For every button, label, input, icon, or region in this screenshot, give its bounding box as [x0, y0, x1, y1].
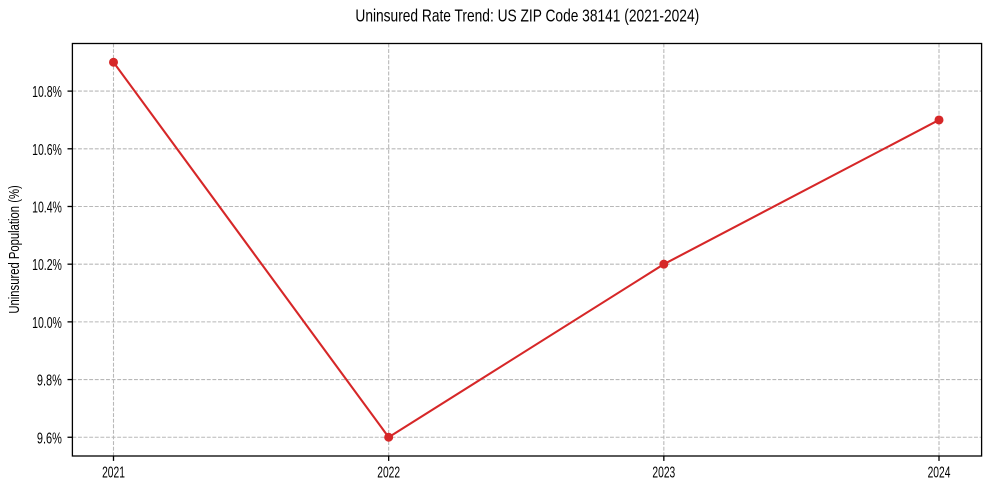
svg-text:9.6%: 9.6% — [37, 430, 62, 447]
svg-text:2024: 2024 — [928, 464, 951, 481]
svg-text:10.2%: 10.2% — [32, 257, 62, 274]
svg-text:Uninsured Rate Trend: US ZIP C: Uninsured Rate Trend: US ZIP Code 38141 … — [355, 6, 699, 26]
svg-text:2022: 2022 — [377, 464, 400, 481]
svg-text:10.4%: 10.4% — [32, 200, 62, 217]
svg-text:10.0%: 10.0% — [32, 315, 62, 332]
svg-text:9.8%: 9.8% — [37, 373, 62, 390]
svg-text:10.6%: 10.6% — [32, 142, 62, 159]
svg-text:2021: 2021 — [102, 464, 125, 481]
svg-text:10.8%: 10.8% — [32, 84, 62, 101]
svg-text:Uninsured Population (%): Uninsured Population (%) — [6, 185, 23, 313]
svg-text:2023: 2023 — [652, 464, 675, 481]
